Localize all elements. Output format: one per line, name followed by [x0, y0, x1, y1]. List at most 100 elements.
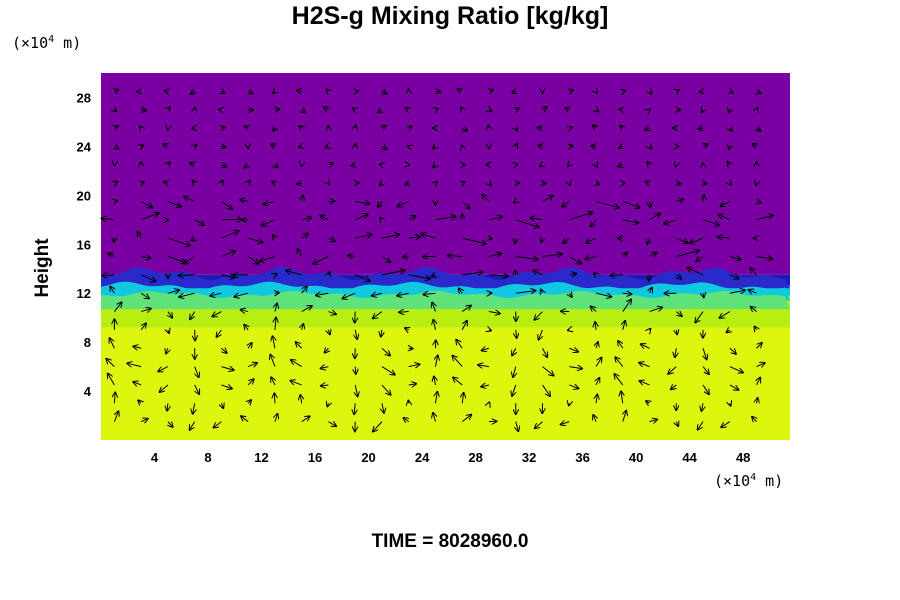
wind-vector: [408, 237, 420, 238]
wind-vector: [193, 403, 195, 413]
wind-vector: [594, 273, 596, 275]
wind-vector: [516, 144, 517, 147]
wind-vector: [194, 219, 204, 225]
wind-vector: [569, 385, 578, 388]
wind-vector: [729, 384, 739, 390]
wind-vector: [703, 183, 706, 184]
x-tick-label: 24: [415, 450, 430, 465]
wind-vector: [168, 311, 172, 318]
wind-vector: [355, 234, 371, 239]
wind-vector: [301, 306, 312, 312]
wind-vector: [113, 302, 121, 312]
wind-vector: [421, 234, 436, 239]
wind-vector: [433, 146, 435, 148]
wind-vector: [515, 238, 516, 243]
wind-vector: [141, 110, 146, 111]
wind-vector: [488, 254, 501, 257]
wind-vector: [512, 91, 516, 93]
wind-vector: [619, 109, 623, 110]
wind-vector: [530, 218, 543, 220]
wind-vector: [138, 400, 141, 403]
wind-vector: [275, 165, 278, 168]
wind-vector: [275, 109, 279, 110]
wind-vector: [729, 257, 741, 260]
wind-vector: [702, 110, 703, 113]
wind-vector: [435, 356, 437, 367]
wind-vector: [615, 357, 624, 367]
wind-vector: [542, 366, 553, 376]
wind-vector: [141, 257, 150, 259]
wind-vector: [728, 162, 730, 165]
wind-vector: [320, 216, 329, 220]
wind-vector: [184, 197, 195, 202]
wind-vector: [729, 290, 745, 293]
wind-vector: [622, 220, 638, 223]
wind-vector: [274, 393, 275, 404]
wind-vector: [756, 215, 773, 221]
wind-vector: [191, 238, 194, 241]
wind-vector: [534, 311, 543, 320]
wind-vector: [380, 217, 382, 219]
wind-vector: [542, 196, 552, 202]
wind-vector: [516, 421, 519, 431]
wind-vector: [248, 343, 252, 348]
wind-vector: [515, 271, 516, 275]
wind-vector: [325, 348, 329, 352]
wind-vector: [328, 330, 329, 334]
wind-vector: [378, 110, 382, 113]
wind-vector: [102, 218, 115, 220]
wind-vector: [381, 384, 391, 395]
wind-vector: [621, 391, 623, 404]
wind-vector: [221, 219, 241, 220]
wind-vector: [221, 348, 226, 353]
wind-vector: [649, 274, 650, 281]
wind-vector: [221, 403, 223, 408]
wind-vector: [378, 201, 382, 207]
wind-vector: [328, 272, 329, 275]
wind-vector: [435, 109, 438, 110]
wind-vector: [757, 343, 762, 349]
wind-vector: [591, 307, 597, 312]
wind-vector: [328, 422, 336, 426]
wind-vector: [381, 366, 395, 375]
wind-vector: [373, 311, 383, 319]
wind-vector: [397, 200, 409, 206]
x-tick-label: 16: [308, 450, 322, 465]
wind-vector: [405, 108, 408, 110]
wind-vector: [569, 213, 592, 221]
wind-vector: [675, 312, 682, 316]
wind-vector: [461, 415, 471, 423]
time-annotation: TIME = 8028960.0: [371, 531, 529, 552]
wind-vector: [140, 274, 155, 281]
wind-vector: [489, 110, 491, 111]
wind-vector: [316, 293, 329, 295]
y-tick-label: 4: [84, 384, 92, 399]
wind-vector: [645, 128, 649, 130]
wind-vector: [247, 379, 254, 386]
wind-vector: [248, 181, 250, 184]
wind-vector: [408, 274, 430, 279]
wind-vector: [381, 256, 390, 263]
wind-vector: [190, 421, 196, 430]
wind-vector: [114, 393, 115, 404]
wind-vector: [541, 238, 543, 242]
wind-vector: [290, 381, 302, 386]
wind-vector: [164, 91, 167, 92]
wind-vector: [757, 91, 761, 93]
wind-vector: [721, 421, 731, 428]
x-axis-unit: (×104 m): [714, 472, 783, 490]
wind-vector: [138, 232, 142, 239]
wind-vector: [639, 363, 650, 367]
x-tick-label: 32: [522, 450, 536, 465]
wind-vector: [127, 363, 142, 366]
wind-vector: [244, 165, 248, 168]
wind-vector: [593, 415, 596, 422]
wind-vector: [313, 256, 329, 264]
wind-vector: [325, 146, 328, 147]
wind-vector: [676, 275, 681, 279]
wind-vector: [453, 356, 463, 367]
wind-vector: [623, 253, 627, 257]
chart-title: H2S-g Mixing Ratio [kg/kg]: [291, 2, 609, 30]
wind-vector: [515, 291, 536, 294]
x-tick-label: 20: [361, 450, 375, 465]
